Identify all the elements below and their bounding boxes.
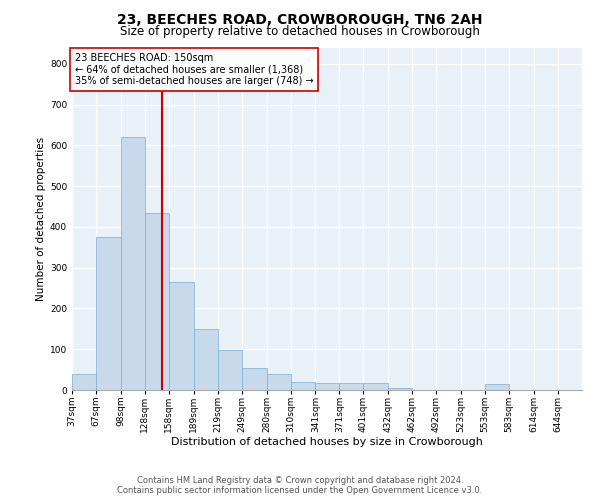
Bar: [169, 282, 194, 390]
Bar: [121, 137, 145, 390]
Bar: [388, 388, 412, 390]
Text: 23 BEECHES ROAD: 150sqm
← 64% of detached houses are smaller (1,368)
35% of semi: 23 BEECHES ROAD: 150sqm ← 64% of detache…: [74, 52, 313, 86]
Bar: [72, 374, 96, 390]
Bar: [145, 212, 169, 390]
Bar: [218, 350, 242, 390]
Bar: [316, 382, 340, 390]
Bar: [242, 368, 266, 390]
Text: 23, BEECHES ROAD, CROWBOROUGH, TN6 2AH: 23, BEECHES ROAD, CROWBOROUGH, TN6 2AH: [117, 12, 483, 26]
Bar: [290, 382, 316, 390]
Bar: [340, 382, 364, 390]
Bar: [194, 329, 218, 390]
Bar: [266, 374, 290, 390]
Text: Contains HM Land Registry data © Crown copyright and database right 2024.
Contai: Contains HM Land Registry data © Crown c…: [118, 476, 482, 495]
Text: Size of property relative to detached houses in Crowborough: Size of property relative to detached ho…: [120, 25, 480, 38]
X-axis label: Distribution of detached houses by size in Crowborough: Distribution of detached houses by size …: [171, 438, 483, 448]
Bar: [96, 237, 121, 390]
Bar: [364, 382, 388, 390]
Y-axis label: Number of detached properties: Number of detached properties: [36, 136, 46, 301]
Bar: [485, 384, 509, 390]
